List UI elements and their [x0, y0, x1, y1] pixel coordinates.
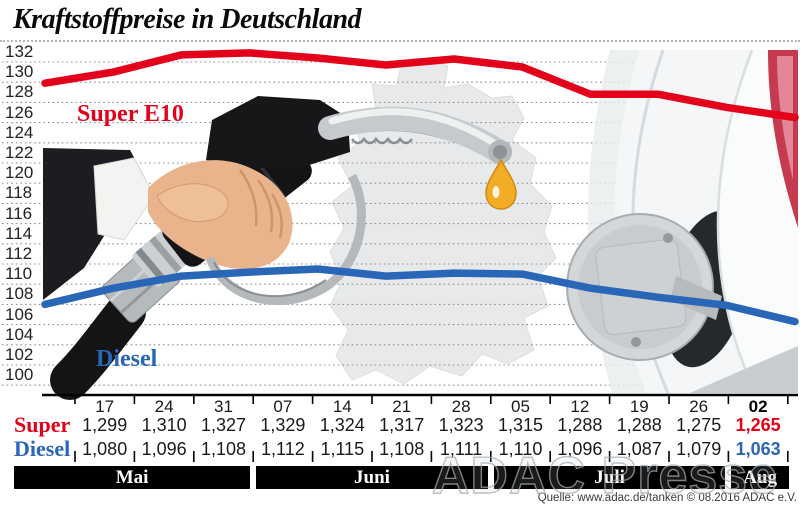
diesel-value-cell: 1,096 — [141, 439, 187, 459]
diesel-value-cell: 1,111 — [439, 439, 483, 459]
y-axis-label: 118 — [5, 183, 33, 203]
super-value-cell: 1,324 — [319, 415, 365, 435]
x-axis-label: 12 — [570, 397, 590, 416]
nozzle-top-cowl — [206, 96, 350, 168]
x-axis — [42, 393, 798, 462]
x-axis-label: 19 — [629, 397, 649, 416]
month-bar-juli: Juli — [493, 466, 726, 489]
car-illustration — [566, 49, 798, 394]
x-axis-label: 31 — [214, 397, 233, 416]
super-e10-label: Super E10 — [77, 101, 184, 127]
y-axis-label: 112 — [5, 244, 33, 263]
diesel-value-cell: 1,096 — [557, 439, 603, 459]
diesel-line — [41, 265, 799, 326]
y-axis-label: 128 — [5, 82, 34, 102]
y-axis-label: 132 — [5, 42, 34, 61]
x-axis-label: 28 — [451, 397, 471, 416]
diesel-value-cell: 1,080 — [82, 439, 128, 459]
diesel-value-cell: 1,115 — [320, 439, 365, 459]
super-value-cell: 1,310 — [141, 415, 187, 435]
y-axis-label: 124 — [5, 122, 34, 142]
x-axis-label: 14 — [332, 397, 352, 416]
diesel-value-cell: 1,110 — [498, 439, 543, 459]
x-axis-label: 24 — [154, 397, 174, 416]
fuel-drop-icon — [485, 158, 517, 210]
y-axis-label: 130 — [5, 62, 34, 82]
diesel-label: Diesel — [96, 346, 158, 372]
y-axis-label: 126 — [5, 102, 34, 122]
y-axis-label: 122 — [5, 143, 34, 162]
super-value-cell: 1,329 — [260, 415, 306, 435]
fuel-flap — [566, 213, 722, 361]
diesel-row-label: Diesel — [14, 436, 71, 461]
super-value-cell: 1,299 — [82, 415, 128, 435]
x-axis-label: 07 — [273, 397, 293, 416]
y-axis-label: 102 — [5, 345, 34, 364]
title-divider — [0, 40, 800, 42]
y-axis-label: 108 — [5, 284, 34, 304]
diesel-value-cell: 1,087 — [616, 439, 662, 459]
super-value-cell: 1,315 — [497, 415, 544, 435]
super-value-cell: 1,323 — [438, 415, 484, 435]
fuel-hose — [50, 292, 146, 400]
super-value-cell: 1,327 — [200, 415, 247, 435]
x-axis-label: 05 — [511, 397, 530, 416]
y-axis-label: 120 — [5, 163, 34, 183]
month-bar-aug: Aug — [731, 466, 789, 489]
x-axis-label: 02 — [748, 397, 768, 416]
x-axis-label: 21 — [392, 397, 412, 416]
diesel-value-cell: 1,112 — [261, 439, 305, 459]
super-value-cell: 1,288 — [616, 415, 662, 435]
y-axis-label: 116 — [5, 203, 33, 223]
source-note: Quelle: www.adac.de/tanken © 08.2016 ADA… — [537, 492, 797, 504]
super-row-label: Super — [14, 412, 71, 437]
diesel-value-cell: 1,108 — [379, 439, 425, 459]
x-axis-label: 26 — [689, 397, 709, 416]
diesel-value-cell: 1,108 — [200, 439, 247, 459]
diesel-value-cell: 1,079 — [676, 439, 722, 459]
super-e10-line — [41, 49, 799, 122]
y-axis-label: 100 — [5, 365, 34, 385]
y-axis-label: 104 — [5, 324, 34, 344]
month-bar-mai: Mai — [14, 466, 251, 489]
nozzle-spout — [318, 106, 512, 164]
y-axis-label: 114 — [5, 223, 33, 243]
shirt-cuff — [93, 157, 155, 241]
diesel-value-cell: 1,063 — [735, 439, 781, 459]
super-value-cell: 1,317 — [379, 415, 425, 435]
super-value-cell: 1,265 — [735, 415, 781, 435]
x-axis-label: 17 — [95, 397, 115, 416]
fuel-nozzle-illustration — [43, 96, 517, 400]
y-axis-label: 110 — [5, 264, 33, 284]
hand — [148, 160, 293, 270]
y-axis-label: 106 — [5, 304, 34, 324]
month-bar-juni: Juni — [256, 466, 488, 489]
super-value-cell: 1,288 — [557, 415, 603, 435]
page-title: Kraftstoffpreise in Deutschland — [13, 4, 362, 35]
price-lines — [41, 49, 799, 326]
super-value-cell: 1,275 — [676, 415, 722, 435]
